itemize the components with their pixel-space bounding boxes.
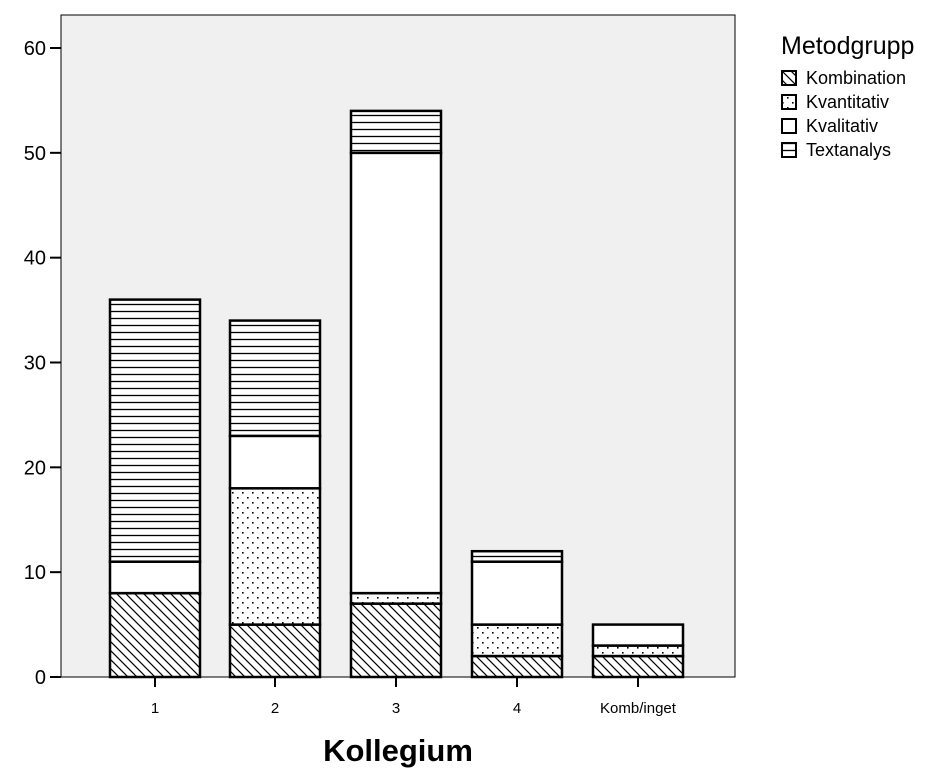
- bar-segment-kombination: [228, 623, 322, 679]
- bar-segment-kvalitativ: [591, 623, 685, 647]
- bar-segment-textanalys: [108, 298, 202, 563]
- x-tick-label: Komb/inget: [600, 700, 677, 717]
- legend-swatch-kvantitativ: [781, 94, 797, 110]
- y-tick-label: 0: [35, 667, 46, 689]
- bar-stack-3: [349, 109, 443, 679]
- legend-swatch-kombination: [781, 70, 797, 86]
- y-tick-label: 60: [24, 38, 46, 60]
- bar-stack-komb-inget: [591, 623, 685, 679]
- y-tick-label: 50: [24, 143, 46, 165]
- legend-label-kombination: Kombination: [806, 68, 906, 88]
- bar-stack-2: [228, 319, 322, 679]
- bar-segment-kvantitativ: [470, 623, 564, 658]
- legend-label-kvantitativ: Kvantitativ: [806, 92, 889, 112]
- bar-segment-kvalitativ: [470, 560, 564, 626]
- bar-segment-kombination: [591, 654, 685, 679]
- bar-segment-kombination: [470, 654, 564, 679]
- bar-segment-kvantitativ: [228, 487, 322, 626]
- legend-swatch-textanalys: [781, 142, 797, 158]
- y-tick-label: 20: [24, 457, 46, 479]
- bar-segment-kvalitativ: [108, 560, 202, 595]
- bar-segment-textanalys: [349, 109, 443, 155]
- y-axis: 0 10 20 30 40 50 60: [24, 38, 61, 689]
- y-tick-label: 10: [24, 562, 46, 584]
- bar-segment-kvantitativ: [591, 644, 685, 658]
- legend-label-kvalitativ: Kvalitativ: [806, 116, 878, 136]
- y-tick-label: 40: [24, 248, 46, 270]
- y-tick-label: 30: [24, 353, 46, 375]
- bars: [108, 109, 685, 679]
- bar-segment-textanalys: [228, 319, 322, 438]
- legend-title: Metodgrupp: [781, 32, 914, 60]
- bar-segment-kvantitativ: [349, 591, 443, 605]
- bar-stack-4: [470, 549, 564, 679]
- x-tick-label: 3: [392, 700, 400, 717]
- legend: Metodgrupp Kombination Kvantitativ Kvalita…: [781, 32, 914, 160]
- bar-stack-1: [108, 298, 202, 679]
- bar-segment-kombination: [108, 591, 202, 679]
- x-tick-label: 2: [271, 700, 279, 717]
- legend-label-textanalys: Textanalys: [806, 140, 891, 160]
- bar-segment-kvalitativ: [228, 434, 322, 490]
- bar-segment-kombination: [349, 602, 443, 679]
- bar-segment-textanalys: [470, 549, 564, 563]
- legend-swatch-kvalitativ: [781, 118, 797, 134]
- x-tick-label: 1: [151, 700, 159, 717]
- bar-segment-kvalitativ: [349, 151, 443, 595]
- x-axis: 1 2 3 4 Komb/inget: [151, 677, 677, 717]
- x-axis-title: Kollegium: [323, 733, 473, 768]
- x-tick-label: 4: [513, 700, 521, 717]
